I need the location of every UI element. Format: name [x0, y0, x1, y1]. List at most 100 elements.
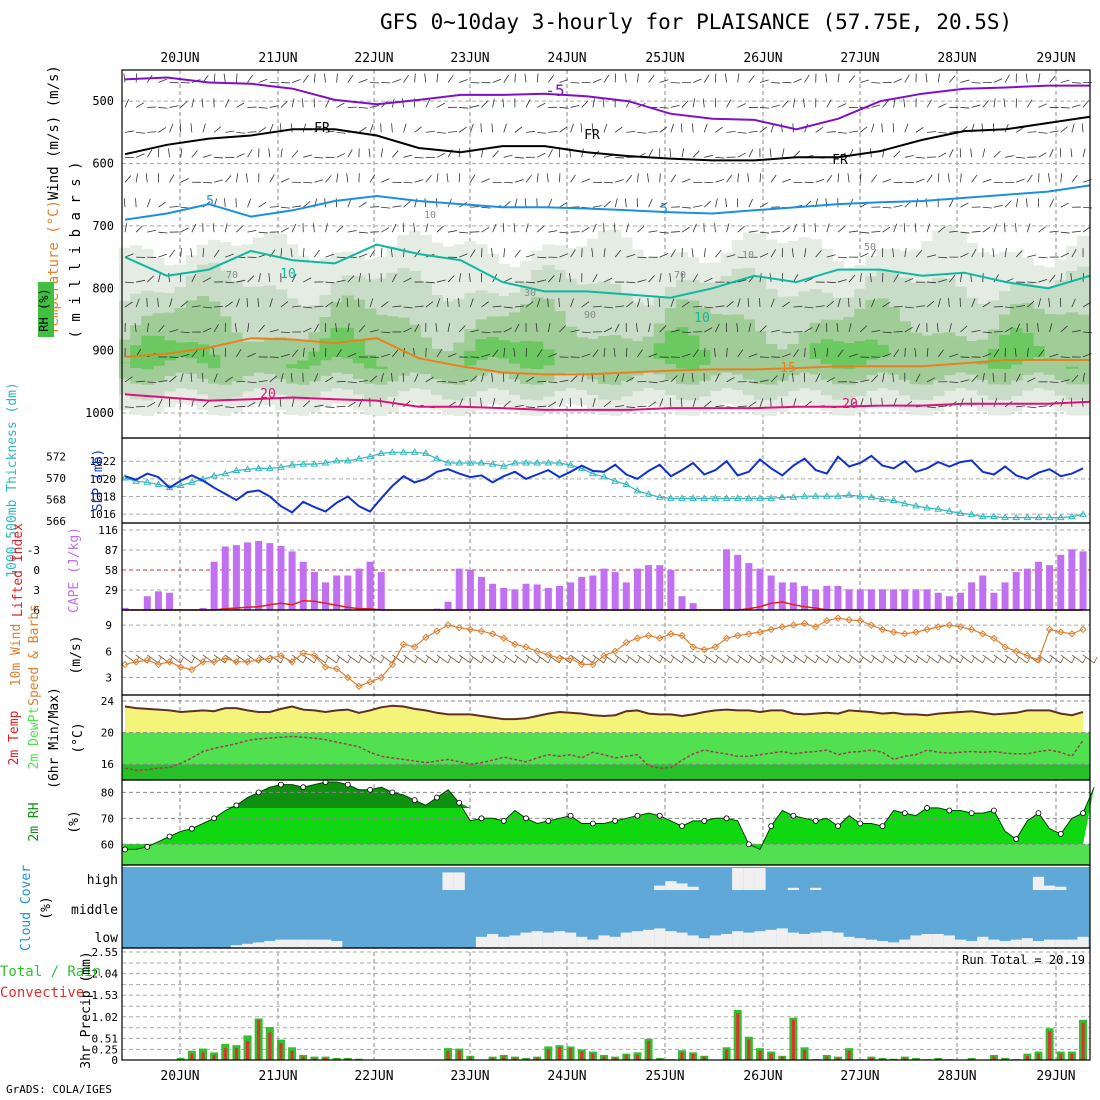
upper-wind-barb — [1015, 198, 1019, 208]
upper-wind-barb — [225, 253, 234, 258]
cloud-low-bar — [810, 932, 822, 948]
rh-point — [233, 802, 240, 809]
cape-bar — [589, 575, 597, 610]
rh-shading — [308, 351, 321, 366]
upper-wind-barb — [781, 148, 785, 158]
cloud-high-bar — [442, 872, 454, 890]
surface-wind-barb — [592, 654, 605, 664]
upper-wind-barb — [692, 274, 698, 283]
cloud-high-bar — [732, 868, 744, 890]
surface-wind-barb — [692, 654, 705, 664]
upper-wind-barb — [726, 174, 733, 183]
upper-wind-barb — [368, 273, 371, 283]
wind-speed-point — [444, 621, 452, 629]
cloud-low-bar — [620, 932, 632, 948]
upper-wind-barb — [613, 223, 616, 233]
upper-wind-barb — [180, 227, 189, 233]
wind-speed-point — [745, 630, 753, 638]
upper-wind-barb — [726, 301, 734, 308]
surface-wind-barb — [781, 656, 786, 664]
upper-wind-barb — [648, 275, 655, 283]
cape-bar — [366, 561, 374, 610]
upper-wind-barb — [514, 73, 516, 83]
surface-wind-barb — [302, 656, 307, 664]
thickness-point — [477, 459, 486, 466]
surface-wind-barb — [447, 654, 460, 664]
rh-line — [125, 781, 1095, 851]
upper-wind-barb — [458, 298, 460, 308]
upper-wind-barb — [481, 373, 484, 382]
upper-wind-barb — [481, 206, 491, 209]
upper-wind-barb — [748, 75, 755, 83]
surface-wind-barb — [659, 654, 671, 664]
surface-wind-barb — [447, 656, 452, 664]
x-tick-label-top: 25JUN — [645, 51, 684, 66]
precip-conv-bar — [936, 1058, 940, 1060]
wind-speed-point — [589, 660, 597, 669]
upper-wind-barb — [960, 107, 970, 109]
x-tick-label-top: 28JUN — [937, 51, 976, 66]
cape-bar — [232, 545, 240, 610]
cloud-low-bar — [1010, 939, 1022, 948]
upper-wind-barb — [234, 322, 237, 333]
precip-conv-bar — [246, 1040, 250, 1060]
upper-wind-barb — [993, 78, 1003, 83]
upper-wind-barb — [214, 156, 224, 159]
upper-wind-barb — [592, 78, 602, 83]
upper-wind-barb — [158, 201, 167, 208]
precip-conv-bar — [1003, 1058, 1007, 1060]
x-tick-label-top: 24JUN — [547, 51, 586, 66]
upper-wind-barb — [380, 123, 382, 133]
upper-wind-barb — [236, 348, 242, 358]
upper-wind-barb — [347, 323, 350, 333]
surface-wind-barb — [837, 656, 842, 664]
rh-shading — [575, 337, 588, 375]
upper-wind-barb — [347, 381, 357, 384]
upper-wind-barb — [692, 123, 694, 133]
surface-wind-barb — [503, 656, 507, 664]
upper-wind-barb — [190, 372, 193, 382]
rh-shading — [286, 364, 299, 369]
upper-wind-barb — [436, 153, 446, 158]
upper-wind-barb — [704, 200, 712, 208]
upper-wind-barb — [837, 298, 841, 308]
upper-wind-barb — [1038, 103, 1047, 108]
rh-shading — [185, 300, 199, 374]
upper-wind-barb — [147, 401, 156, 408]
cloud-high-bar — [743, 868, 755, 890]
cape-bar — [879, 589, 887, 610]
upper-wind-barb — [546, 173, 549, 183]
surface-wind-barb — [626, 654, 638, 664]
surface-wind-barb — [726, 654, 738, 664]
upper-wind-barb — [492, 98, 495, 108]
upper-wind-barb — [670, 249, 676, 258]
rh-point — [835, 823, 841, 829]
thickness-point — [622, 480, 631, 487]
wind-speed-point — [956, 623, 965, 631]
wind-speed-point — [1034, 656, 1043, 664]
upper-wind-barb — [390, 248, 393, 258]
rh-point — [879, 823, 886, 829]
upper-wind-barb — [236, 102, 245, 108]
upper-wind-barb — [659, 126, 668, 133]
surface-wind-barb — [670, 656, 675, 664]
upper-wind-barb — [325, 223, 328, 233]
upper-wind-barb — [280, 227, 289, 233]
precip-conv-bar — [301, 1056, 305, 1060]
surface-wind-barb — [703, 656, 708, 664]
surface-wind-barb — [414, 656, 418, 664]
wind-tick-label: 6 — [105, 645, 112, 658]
rh-shading — [887, 307, 900, 375]
upper-wind-barb — [702, 98, 705, 108]
upper-wind-barb — [290, 123, 293, 133]
precip-conv-bar — [602, 1056, 606, 1060]
thickness-point — [889, 496, 898, 503]
upper-wind-barb — [459, 379, 469, 383]
upper-wind-barb — [691, 248, 694, 258]
upper-wind-barb — [1071, 374, 1079, 383]
cloud-low-bar — [977, 936, 989, 948]
upper-wind-barb — [202, 181, 212, 184]
thickness-point — [744, 494, 753, 501]
precip-conv-bar — [992, 1056, 996, 1060]
cape-tick-label: 116 — [98, 524, 118, 537]
